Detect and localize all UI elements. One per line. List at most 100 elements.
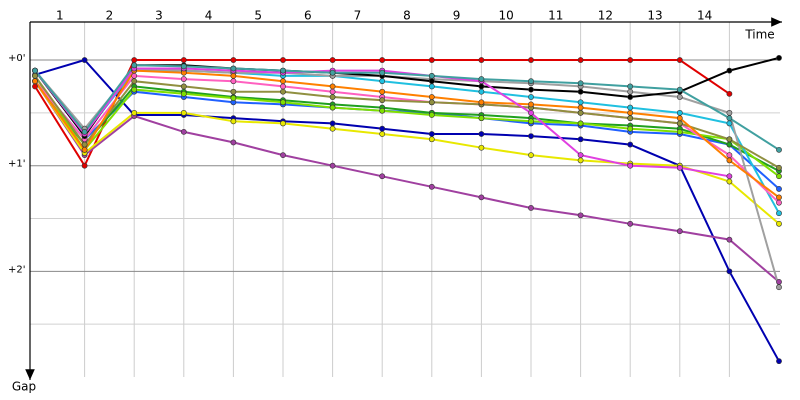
point-marker [379, 57, 386, 63]
point-marker [627, 94, 634, 100]
point-marker [627, 162, 634, 169]
point-marker [776, 210, 782, 217]
point-marker [478, 88, 485, 95]
point-marker [329, 104, 336, 111]
point-marker [676, 57, 683, 63]
point-marker [676, 164, 683, 171]
point-marker [230, 118, 237, 125]
point-marker [280, 78, 286, 85]
point-marker [280, 120, 286, 127]
point-marker [180, 128, 187, 135]
point-marker [776, 55, 782, 61]
point-marker [428, 83, 435, 90]
point-marker [726, 67, 733, 74]
point-marker [428, 183, 435, 190]
series-line [34, 75, 780, 169]
point-marker [329, 57, 336, 63]
point-marker [627, 83, 634, 90]
point-marker [329, 125, 336, 132]
point-marker [726, 268, 733, 275]
point-marker [726, 141, 733, 148]
point-marker [131, 109, 138, 116]
point-marker [726, 90, 733, 97]
point-marker [478, 99, 485, 106]
point-marker [726, 109, 733, 116]
point-marker [180, 90, 187, 97]
point-marker [428, 78, 435, 85]
point-marker [528, 94, 534, 100]
point-marker [776, 199, 782, 206]
column-label: 10 [499, 9, 514, 23]
point-marker [528, 109, 534, 116]
series-line [34, 80, 780, 172]
column-label: 1 [56, 9, 64, 23]
point-marker [478, 144, 485, 151]
point-marker [230, 88, 237, 95]
point-marker [329, 88, 336, 95]
point-marker [776, 279, 782, 285]
point-marker [627, 109, 634, 116]
point-marker [428, 136, 435, 143]
point-marker [32, 83, 38, 90]
series-line [34, 80, 780, 190]
point-marker [180, 109, 187, 116]
point-marker [776, 220, 782, 227]
point-marker [776, 194, 782, 201]
point-marker [627, 115, 634, 122]
series-lines [32, 55, 782, 365]
point-marker [180, 63, 187, 70]
point-marker [81, 146, 88, 153]
point-marker [379, 131, 386, 137]
point-marker [676, 115, 683, 122]
point-marker [329, 83, 336, 90]
y-tick-label: +1' [8, 159, 26, 170]
point-marker [726, 115, 733, 122]
point-marker [528, 133, 534, 140]
point-marker [280, 57, 286, 63]
point-marker [627, 125, 634, 132]
series-line [34, 75, 780, 178]
y-tick-label: +0' [8, 53, 26, 64]
point-marker [329, 69, 336, 76]
column-label: 9 [453, 9, 461, 23]
point-marker [776, 284, 782, 291]
y-axis-label: Gap [12, 380, 36, 394]
point-marker [280, 152, 286, 159]
series-line [34, 80, 780, 225]
point-marker [379, 69, 386, 76]
point-marker [131, 86, 138, 93]
point-marker [577, 212, 584, 219]
point-marker [478, 57, 485, 63]
point-marker [180, 57, 187, 63]
series-line [34, 69, 780, 199]
column-label: 5 [254, 9, 262, 23]
column-label: 7 [354, 9, 362, 23]
point-marker [478, 115, 485, 122]
point-marker [478, 194, 485, 201]
point-marker [379, 107, 386, 114]
column-label: 3 [155, 9, 163, 23]
point-marker [230, 72, 237, 79]
point-marker [329, 162, 336, 169]
point-marker [280, 99, 286, 106]
point-marker [379, 88, 386, 95]
point-marker [776, 164, 782, 171]
series-line [34, 58, 780, 362]
point-marker [280, 83, 286, 90]
x-axis-label: Time [744, 28, 774, 42]
series-line [34, 80, 780, 283]
point-marker [776, 146, 782, 153]
column-label: 2 [106, 9, 114, 23]
point-marker [577, 109, 584, 116]
point-marker [676, 94, 683, 100]
point-marker [280, 67, 286, 74]
point-marker [726, 152, 733, 159]
point-marker [81, 57, 88, 63]
point-marker [528, 205, 534, 211]
point-marker [528, 152, 534, 159]
column-label: 12 [598, 9, 613, 23]
point-marker [577, 152, 584, 159]
point-marker [379, 173, 386, 180]
point-marker [428, 99, 435, 106]
